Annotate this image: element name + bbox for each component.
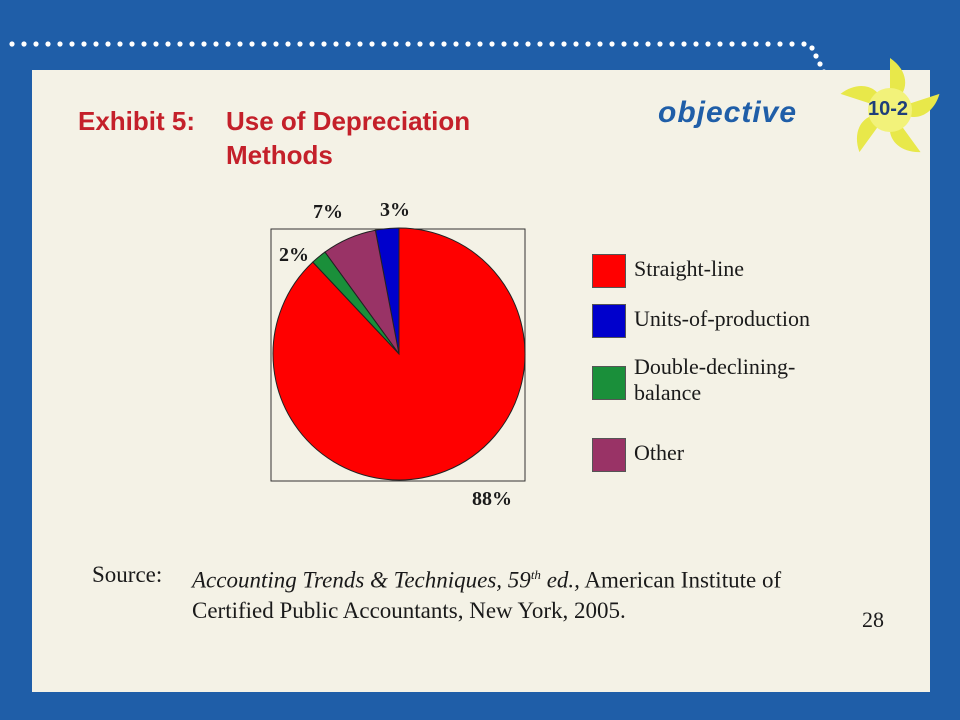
source-label: Source: xyxy=(92,562,163,587)
source-superscript: th xyxy=(530,567,541,582)
pie-label-double-declining-balance: 2% xyxy=(279,244,309,266)
source-publisher: American Institute of Certified Public A… xyxy=(192,567,782,623)
legend-swatch-units-of-production xyxy=(592,304,626,338)
objective-badge-icon xyxy=(840,58,940,153)
pie-label-other: 7% xyxy=(313,201,343,223)
legend-label-other: Other xyxy=(634,440,685,465)
legend-label-double-declining-balance: Double-declining- balance xyxy=(634,354,796,405)
objective-label: objective xyxy=(658,96,798,129)
objective-number: 10-2 xyxy=(867,98,909,120)
source-title: Accounting Trends & Techniques, 59 xyxy=(192,567,531,593)
pie-label-units-of-production: 3% xyxy=(380,199,410,221)
legend-swatch-straight-line xyxy=(592,254,626,288)
pie-label-straight-line: 88% xyxy=(472,488,512,510)
source-title-suffix: ed., xyxy=(540,567,580,593)
pie-slice-straight-line xyxy=(272,227,526,481)
legend-label-units-of-production: Units-of-production xyxy=(634,306,810,331)
slide-title: Use of Depreciation Methods xyxy=(226,106,471,170)
page-number: 28 xyxy=(862,607,884,632)
legend-label-straight-line: Straight-line xyxy=(634,256,744,281)
source-text: Accounting Trends & Techniques, 59th ed.… xyxy=(192,560,832,626)
legend-swatch-double-declining-balance xyxy=(592,366,626,400)
legend-swatch-other xyxy=(592,438,626,472)
exhibit-label: Exhibit 5: xyxy=(78,106,196,136)
